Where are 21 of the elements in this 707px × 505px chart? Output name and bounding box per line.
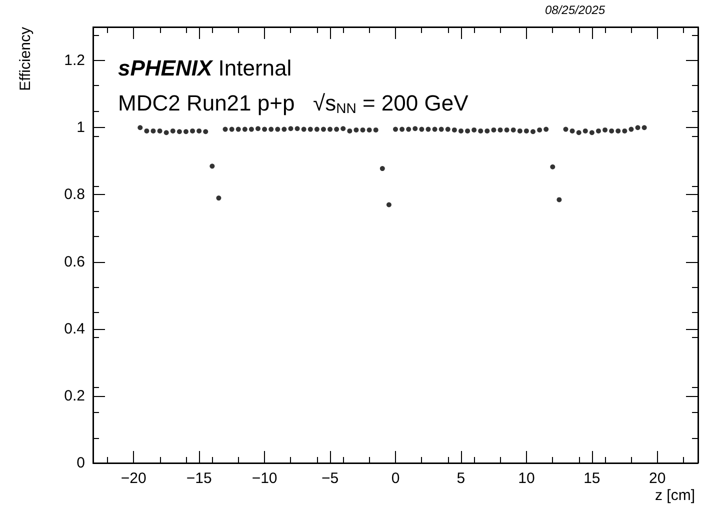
y-tick-label: 1.2 bbox=[64, 52, 85, 70]
x-tick-label: −10 bbox=[252, 470, 278, 487]
x-axis-title: z [cm] bbox=[655, 487, 695, 504]
y-tick-label: 0.6 bbox=[64, 253, 85, 270]
x-tick-label: −20 bbox=[120, 470, 146, 487]
y-tick-label: 0.2 bbox=[64, 387, 85, 404]
x-tick-label: 10 bbox=[518, 470, 535, 487]
x-tick-label: 5 bbox=[456, 470, 466, 487]
text: 08/25/2025 bbox=[545, 3, 606, 17]
x-tick-label: 20 bbox=[649, 470, 666, 487]
x-tick-label: −5 bbox=[321, 470, 339, 487]
y-tick-label: 0.4 bbox=[64, 320, 85, 338]
x-tick-label: −15 bbox=[186, 470, 212, 487]
x-tick-label: 15 bbox=[584, 470, 600, 487]
y-tick-label: 1 bbox=[76, 119, 85, 136]
annotation: sPHENIX Internal bbox=[118, 56, 292, 80]
x-tick-label: 0 bbox=[391, 470, 400, 487]
annotation: MDC2 Run21 p+p √sNN = 200 GeV bbox=[118, 90, 469, 116]
y-tick-label: 0 bbox=[76, 454, 85, 472]
y-tick-label: 0.8 bbox=[64, 186, 85, 204]
y-axis-title: Efficiency bbox=[17, 26, 34, 91]
